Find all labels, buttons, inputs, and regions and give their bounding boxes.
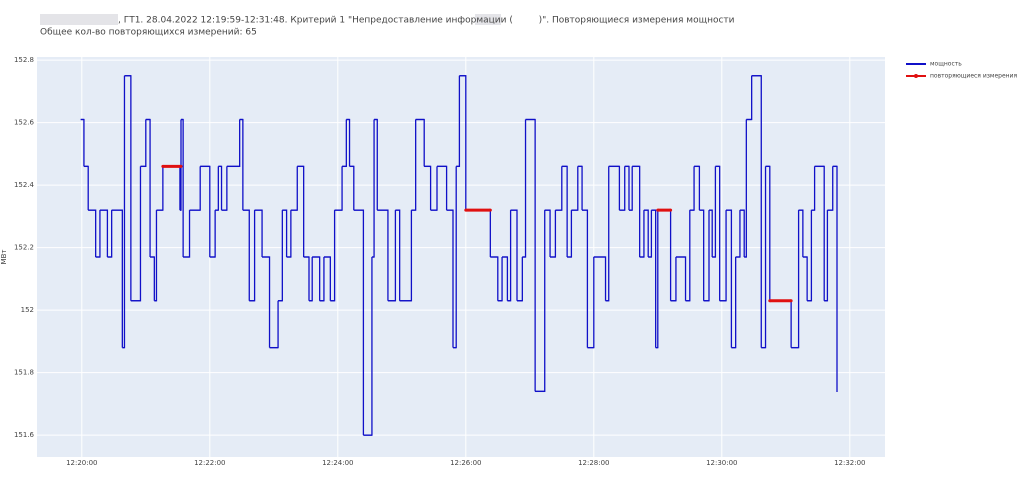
legend-label: мощность — [930, 61, 962, 68]
y-tick-label: 152.8 — [14, 56, 34, 64]
y-tick-label: 152 — [21, 306, 34, 314]
legend-marker — [914, 74, 918, 78]
marker — [768, 299, 772, 303]
marker — [488, 208, 492, 212]
y-axis-label: МВт — [0, 250, 8, 265]
y-tick-label: 152.2 — [14, 244, 34, 252]
marker — [789, 299, 793, 303]
x-tick-label: 12:20:00 — [66, 459, 97, 467]
chart-title: , ГТ1. 28.04.2022 12:19:59-12:31:48. Кри… — [118, 16, 735, 26]
legend-label: повторяющиеся измерения — [930, 73, 1017, 80]
plot-area — [37, 57, 885, 457]
chart-subtitle: Общее кол-во повторяющихся измерений: 65 — [40, 28, 257, 38]
x-tick-label: 12:32:00 — [834, 459, 865, 467]
marker — [656, 208, 660, 212]
y-tick-label: 152.6 — [14, 119, 35, 127]
y-tick-label: 151.8 — [14, 369, 34, 377]
marker — [669, 208, 673, 212]
x-tick-label: 12:24:00 — [322, 459, 353, 467]
x-tick-label: 12:26:00 — [450, 459, 481, 467]
marker — [161, 164, 165, 168]
y-tick-label: 152.4 — [14, 181, 35, 189]
marker — [179, 164, 183, 168]
x-tick-label: 12:30:00 — [706, 459, 737, 467]
x-tick-label: 12:22:00 — [194, 459, 225, 467]
marker — [464, 208, 468, 212]
redacted — [475, 14, 501, 25]
step-line — [162, 164, 792, 303]
redacted — [40, 14, 118, 25]
y-tick-label: 151.6 — [14, 431, 35, 439]
x-tick-label: 12:28:00 — [578, 459, 609, 467]
